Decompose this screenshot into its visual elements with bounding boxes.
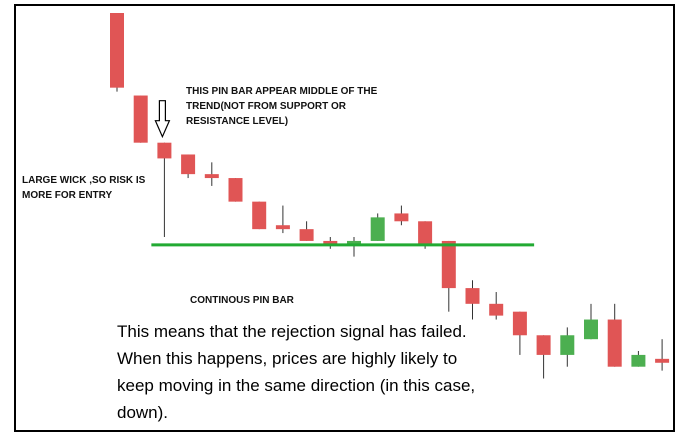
candle-body [418, 221, 433, 245]
candle-body [489, 303, 504, 316]
candle-body [323, 240, 338, 245]
candle [275, 205, 290, 234]
candle-body [584, 319, 598, 340]
candle-body [110, 13, 124, 88]
candle [299, 221, 314, 241]
candle-body [394, 213, 409, 222]
candle-body [560, 335, 575, 355]
candle-body [631, 354, 646, 367]
candle [228, 178, 243, 202]
candle [252, 201, 267, 230]
pin-bar-annotation: THIS PIN BAR APPEAR MIDDLE OF THE TREND(… [186, 86, 378, 127]
candle [607, 303, 622, 367]
candle-body [181, 154, 196, 175]
candle [536, 335, 551, 379]
candle [133, 95, 148, 143]
candle [204, 162, 219, 186]
candle [370, 213, 385, 241]
candle [110, 13, 124, 92]
candle [512, 311, 527, 355]
candle-body [441, 240, 456, 289]
candle [347, 237, 361, 257]
candle-body [228, 178, 243, 202]
candle-body [607, 319, 622, 367]
candle [584, 303, 598, 340]
candle [465, 280, 480, 320]
candle [157, 142, 172, 238]
candle-body [347, 240, 361, 245]
candle-body [252, 201, 267, 230]
candle-body [465, 288, 480, 304]
chart-frame [14, 4, 675, 432]
candle-body [299, 229, 314, 241]
candle [631, 350, 646, 367]
candle [394, 205, 409, 226]
candle [181, 154, 196, 179]
candle [489, 292, 504, 320]
candle [655, 339, 670, 371]
candle-body [133, 95, 148, 143]
candle-body [157, 142, 172, 159]
large-wick-annotation: LARGE WICK ,SO RISK IS MORE FOR ENTRY [22, 175, 146, 201]
candle [441, 240, 456, 312]
candle-body [370, 217, 385, 241]
candle-body [536, 335, 551, 355]
explanation-text: This means that the rejection signal has… [117, 322, 476, 422]
candle [560, 327, 575, 367]
candle-body [512, 311, 527, 336]
arrow-shape [154, 100, 171, 139]
candle-body [655, 358, 670, 363]
continuous-pin-bar-annotation: CONTINOUS PIN BAR [190, 295, 294, 306]
down-arrow-icon [154, 100, 171, 139]
candles-group [110, 13, 670, 379]
candle-body [275, 225, 290, 230]
candle-body [204, 174, 219, 179]
candle [323, 237, 338, 249]
